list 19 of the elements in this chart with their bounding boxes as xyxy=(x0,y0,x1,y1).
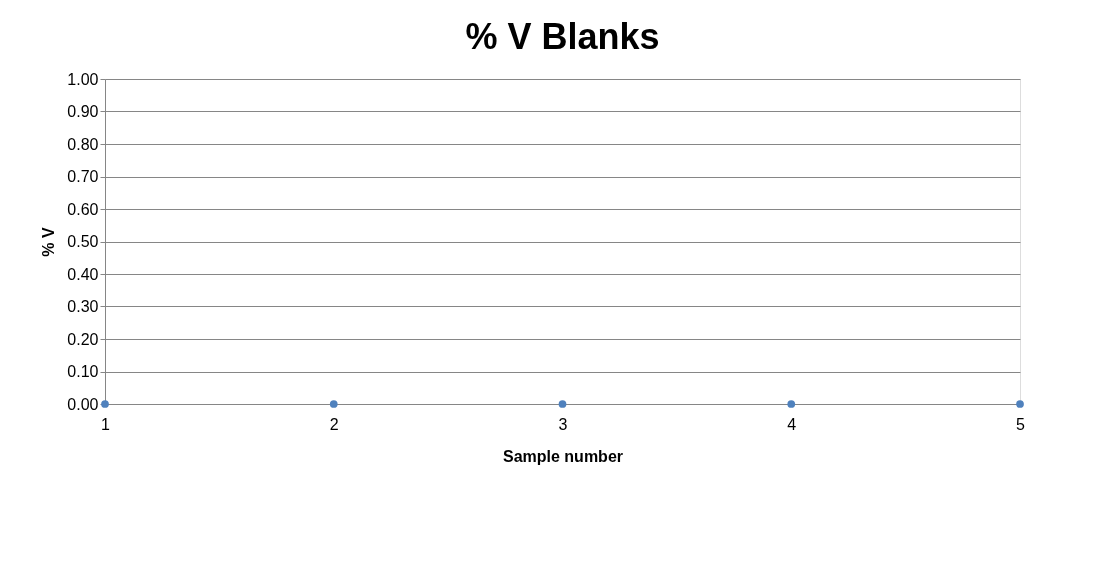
x-axis-title: Sample number xyxy=(502,447,624,465)
y-tick-label: 0.70 xyxy=(67,168,99,185)
y-tick-label: 0.20 xyxy=(67,330,99,348)
y-tick-label: 0.10 xyxy=(67,363,99,380)
y-tick-label: 0.30 xyxy=(67,298,99,315)
x-tick-label: 2 xyxy=(329,415,339,433)
y-tick-label: 0.60 xyxy=(67,200,99,218)
y-tick-label: 0.00 xyxy=(67,395,99,413)
y-tick-label: 0.80 xyxy=(67,135,99,153)
x-tick-label: 3 xyxy=(558,415,568,433)
y-tick-label: 0.40 xyxy=(67,265,99,283)
x-tick-label: 1 xyxy=(101,415,111,433)
y-tick-label: 0.50 xyxy=(67,233,99,250)
y-axis-title: % V xyxy=(40,227,58,257)
x-tick-label: 5 xyxy=(1016,415,1026,433)
y-tick-label: 0.90 xyxy=(67,103,99,120)
y-tick-label: 1.00 xyxy=(67,70,99,88)
x-tick-label: 4 xyxy=(787,415,797,433)
chart-title: % V Blanks xyxy=(465,16,660,57)
